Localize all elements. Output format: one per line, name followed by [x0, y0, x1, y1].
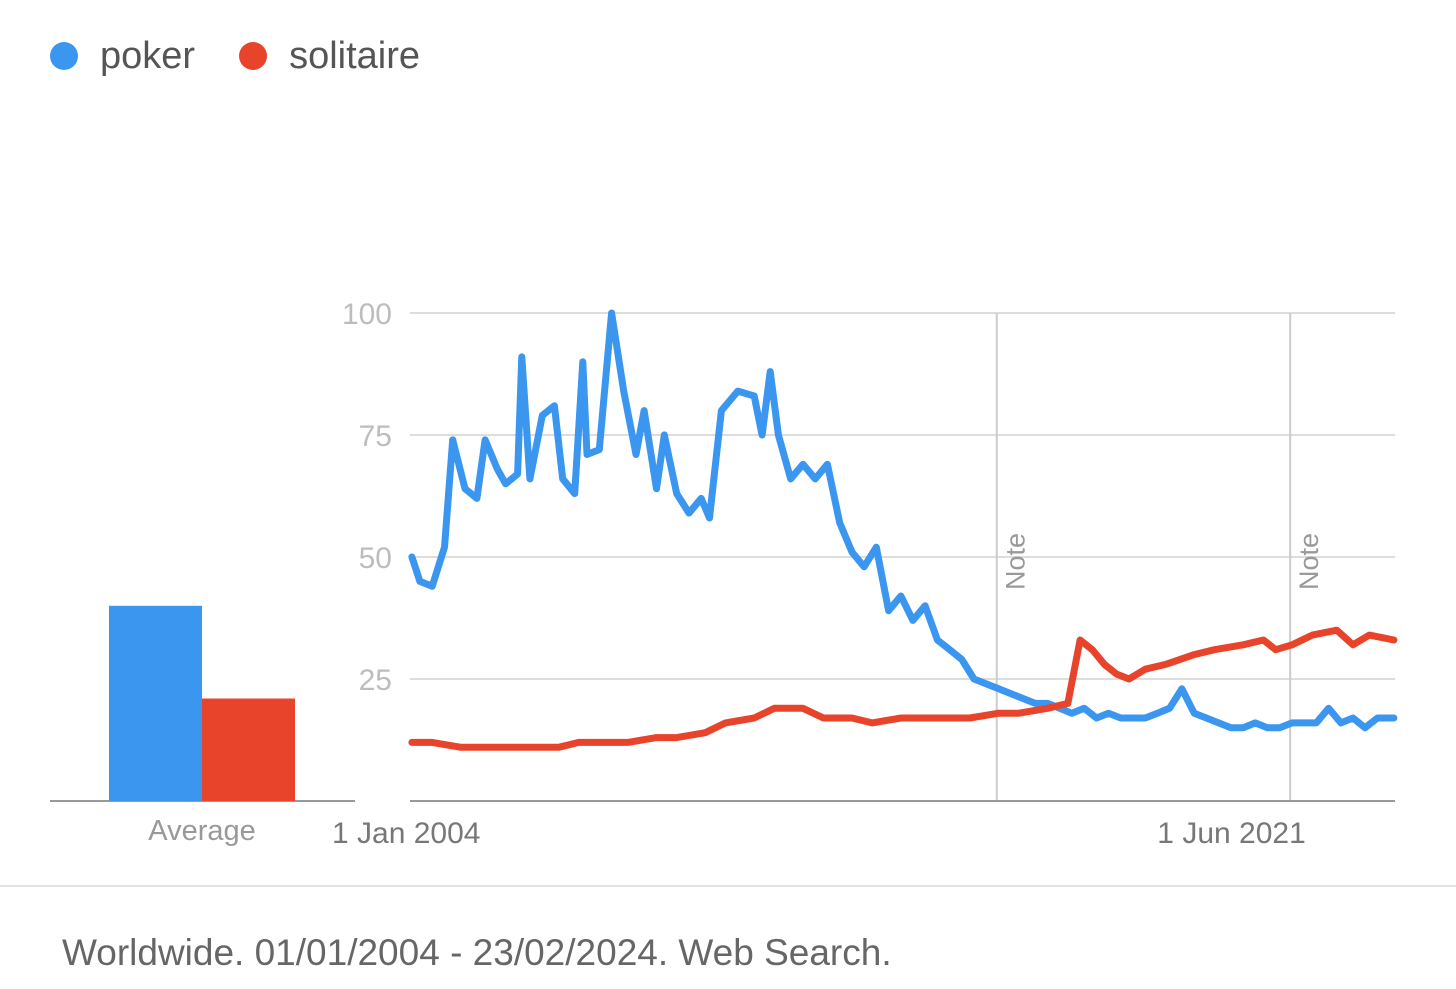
series-line-solitaire [408, 626, 1398, 751]
legend-label-solitaire: solitaire [289, 34, 421, 77]
average-bar-solitaire [202, 698, 295, 801]
chart-legend: poker solitaire [50, 30, 464, 82]
x-tick-label-1: 1 Jan 2004 [332, 817, 480, 850]
note-label-1: Note [1001, 533, 1031, 590]
average-bar-poker [109, 605, 202, 801]
legend-item-solitaire[interactable]: solitaire [239, 35, 420, 78]
series-line-poker [408, 309, 1398, 732]
average-label: Average [148, 815, 256, 847]
y-tick-label-25: 25 [359, 664, 392, 697]
trend-chart: 25 50 75 100 Note Note 1 Jan 2004 1 Jun 2021 Ave… [50, 298, 1398, 850]
note-label-2: Note [1294, 533, 1324, 590]
legend-dot-solitaire [239, 42, 268, 70]
footer-divider [0, 885, 1456, 887]
y-tick-label-75: 75 [359, 420, 392, 453]
legend-dot-poker [50, 42, 78, 70]
y-tick-label-100: 100 [342, 298, 392, 331]
footer-caption: Worldwide. 01/01/2004 - 23/02/2024. Web … [62, 932, 892, 973]
legend-item-poker[interactable]: poker [50, 35, 195, 78]
legend-label-poker: poker [100, 34, 196, 77]
y-tick-label-50: 50 [359, 542, 392, 575]
x-tick-label-2: 1 Jun 2021 [1157, 817, 1305, 850]
